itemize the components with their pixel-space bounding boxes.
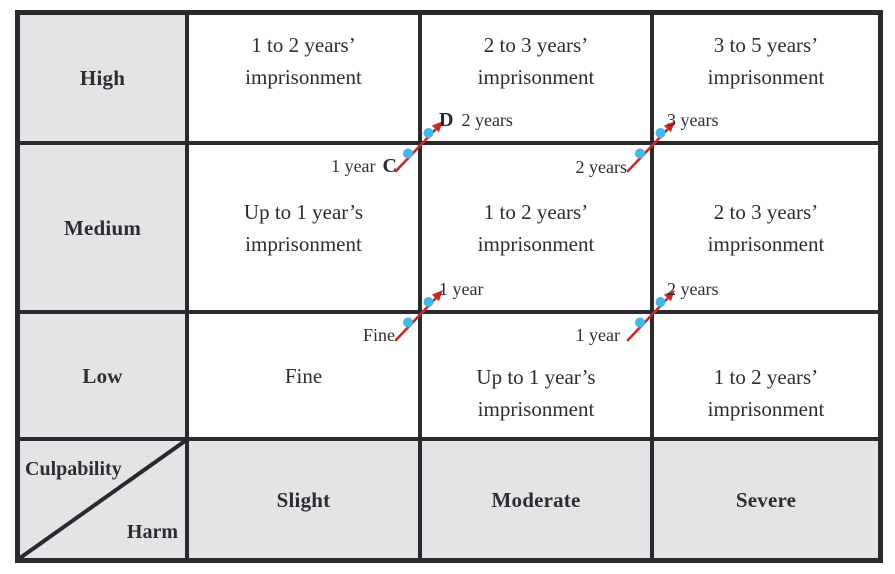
annotation-arrow1-to-label: 2 years	[461, 110, 513, 130]
cell-medium-severe-text: 2 to 3 years’ imprisonment	[707, 199, 825, 256]
column-footer-severe: Severe	[654, 441, 878, 558]
annotation-arrow4-to-label: 2 years	[667, 279, 719, 299]
annotation-arrow3-to: 1 year	[439, 278, 483, 300]
cell-medium-slight-text: Up to 1 year’s imprisonment	[243, 199, 364, 256]
cell-medium-moderate: 1 to 2 years’ imprisonment	[422, 145, 654, 314]
axis-corner-cell: Culpability Harm	[20, 441, 189, 558]
annotation-arrow2-from-label: 2 years	[575, 157, 627, 177]
cell-low-slight: Fine	[189, 314, 422, 441]
row-header-high: High	[20, 15, 189, 145]
cell-low-slight-text: Fine	[284, 363, 323, 388]
row-header-medium-label: Medium	[63, 215, 142, 240]
cell-low-moderate-text: Up to 1 year’s imprisonment	[476, 365, 596, 421]
column-footer-moderate-label: Moderate	[491, 487, 581, 512]
row-header-high-label: High	[79, 66, 126, 90]
sentencing-table: High 1 to 2 years’ imprisonment 2 to 3 y…	[15, 10, 883, 563]
cell-low-moderate: Up to 1 year’s imprisonment	[422, 314, 654, 441]
annotation-arrow2-to: 3 years	[667, 109, 718, 131]
column-footer-slight-label: Slight	[276, 487, 331, 512]
column-footer-moderate: Moderate	[422, 441, 654, 558]
annotation-arrow3-from-label: Fine	[362, 325, 395, 345]
annotation-arrow3-from: Fine	[363, 324, 395, 346]
harm-axis-label: Harm	[126, 521, 178, 543]
cell-high-moderate: 2 to 3 years’ imprisonment	[422, 15, 654, 145]
annotation-arrow1-from: 1 year C	[331, 155, 397, 177]
escalation-arrow-icon-high-severe	[626, 121, 675, 173]
annotation-arrow4-from-label: 1 year	[575, 325, 620, 345]
cell-high-moderate-text: 2 to 3 years’ imprisonment	[477, 33, 595, 89]
cell-low-severe: 1 to 2 years’ imprisonment	[654, 314, 878, 441]
escalation-arrow-icon-medium-severe	[626, 290, 675, 342]
escalation-arrow-icon-medium-moderate	[394, 290, 443, 342]
annotation-arrow2-from: 2 years	[576, 156, 627, 178]
annotation-arrow2-to-label: 3 years	[667, 110, 719, 130]
cell-high-slight-text: 1 to 2 years’ imprisonment	[245, 33, 362, 89]
cell-high-severe: 3 to 5 years’ imprisonment	[654, 15, 878, 145]
annotation-arrow1-to: D 2 years	[439, 109, 513, 131]
cell-low-severe-text: 1 to 2 years’ imprisonment	[707, 365, 825, 421]
column-footer-severe-label: Severe	[735, 487, 797, 512]
cell-high-severe-text: 3 to 5 years’ imprisonment	[707, 33, 825, 89]
annotation-arrow4-from: 1 year	[576, 324, 620, 346]
cell-medium-severe: 2 to 3 years’ imprisonment	[654, 145, 878, 314]
culpability-axis-label: Culpability	[25, 458, 122, 480]
annotation-arrow4-to: 2 years	[667, 278, 718, 300]
annotation-arrow1-from-label: 1 year	[331, 156, 376, 176]
annotation-arrow3-to-label: 1 year	[439, 279, 484, 299]
cell-medium-slight: Up to 1 year’s imprisonment	[189, 145, 422, 314]
annotation-point-d: D	[439, 109, 454, 131]
diagonal-divider-line	[20, 441, 185, 558]
cell-high-slight: 1 to 2 years’ imprisonment	[189, 15, 422, 145]
cell-medium-moderate-text: 1 to 2 years’ imprisonment	[477, 199, 595, 256]
annotation-point-c: C	[382, 155, 397, 177]
column-footer-slight: Slight	[189, 441, 422, 558]
row-header-low-label: Low	[82, 363, 123, 388]
row-header-medium: Medium	[20, 145, 189, 314]
escalation-arrow-icon-cd	[394, 121, 443, 173]
row-header-low: Low	[20, 314, 189, 441]
